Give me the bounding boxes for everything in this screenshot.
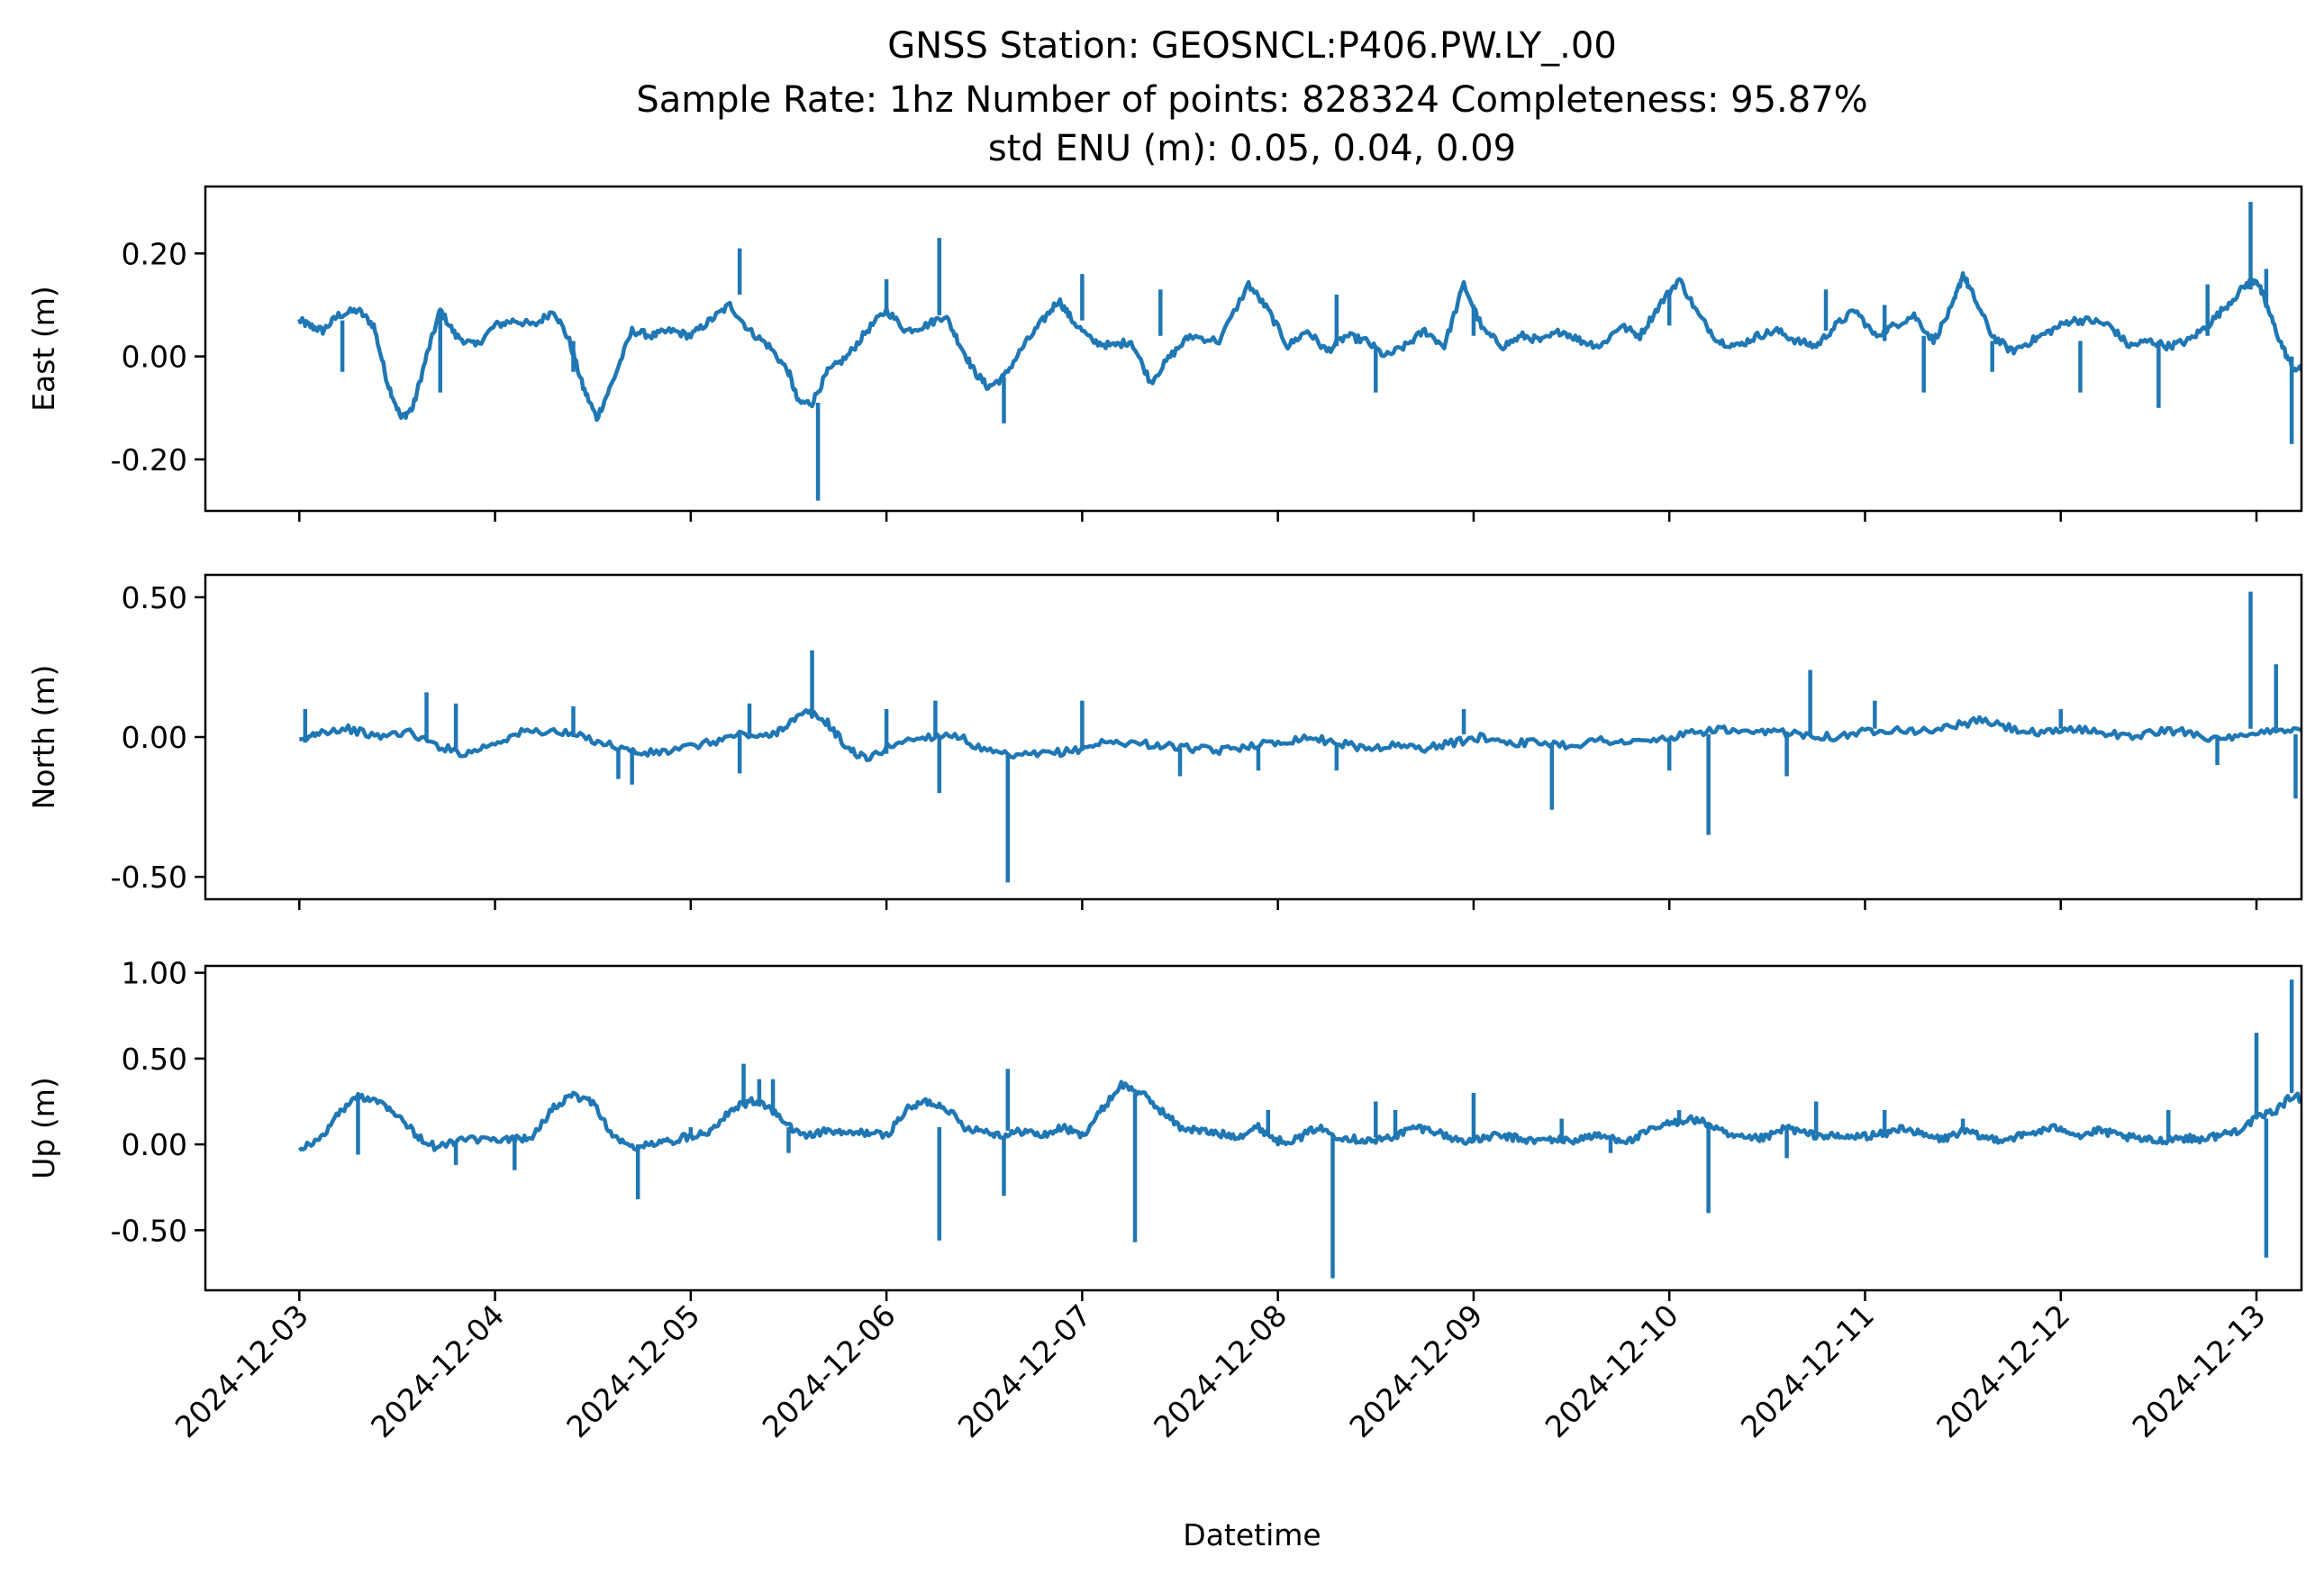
x-axis-ticks: 2024-12-03 2024-12-04 2024-12-05 2024-12-06… xyxy=(168,1297,2273,1444)
y-tick-label-3-3: 0.00 xyxy=(122,1127,187,1162)
y-tick-label-3-4: -0.50 xyxy=(111,1213,187,1248)
panel-1: 0.20 0.00 -0.20 East (m) xyxy=(26,185,2303,522)
series-line-1 xyxy=(297,270,2301,423)
x-tick-label-6: 2024-12-08 xyxy=(1147,1297,1294,1444)
x-tick-label-10: 2024-12-12 xyxy=(1929,1297,2076,1444)
x-tick-label-11: 2024-12-13 xyxy=(2125,1297,2272,1444)
panel-frame-1 xyxy=(204,185,2303,513)
x-axis-label: Datetime xyxy=(1183,1517,1321,1552)
x-tick-label-8: 2024-12-10 xyxy=(1539,1297,1685,1444)
y-axis-label-3: Up (m) xyxy=(26,1077,61,1179)
x-tick-label-9: 2024-12-11 xyxy=(1734,1297,1881,1444)
x-tick-label-5: 2024-12-07 xyxy=(951,1297,1098,1444)
chart-title-line-3: std ENU (m): 0.05, 0.04, 0.09 xyxy=(988,128,1516,169)
x-tick-label-2: 2024-12-04 xyxy=(364,1297,511,1444)
y-tick-label-2-2: 0.00 xyxy=(122,720,187,755)
x-tick-label-1: 2024-12-03 xyxy=(168,1297,315,1444)
y-axis-label-1: East (m) xyxy=(26,286,61,412)
y-tick-label-1-3: -0.20 xyxy=(111,442,187,478)
x-tick-label-4: 2024-12-06 xyxy=(756,1297,903,1444)
x-tick-label-7: 2024-12-09 xyxy=(1342,1297,1489,1444)
series-line-2 xyxy=(299,708,2301,762)
chart-title-line-1: GNSS Station: GEOSNCL:P406.PW.LY_.00 xyxy=(887,25,1617,67)
x-tick-label-3: 2024-12-05 xyxy=(559,1297,706,1444)
series-line-3 xyxy=(297,1079,2301,1152)
y-tick-label-3-1: 1.00 xyxy=(122,956,187,991)
y-axis-label-2: North (m) xyxy=(26,665,61,810)
panel-2: 0.50 0.00 -0.50 North (m) xyxy=(26,573,2303,910)
panel-frame-3 xyxy=(204,964,2303,1292)
chart-title-line-2: Sample Rate: 1hz Number of points: 82832… xyxy=(636,79,1867,121)
y-tick-label-2-3: -0.50 xyxy=(111,860,187,895)
plot-panels: 0.20 0.00 -0.20 East (m) 0.50 0.00 -0.50 North … xyxy=(26,185,2303,1301)
y-tick-label-3-2: 0.50 xyxy=(122,1042,187,1077)
y-tick-label-1-2: 0.00 xyxy=(122,340,187,375)
panel-3: 1.00 0.50 0.00 -0.50 Up (m) xyxy=(26,956,2303,1301)
y-tick-label-1-1: 0.20 xyxy=(122,236,187,271)
y-tick-label-2-1: 0.50 xyxy=(122,580,187,615)
